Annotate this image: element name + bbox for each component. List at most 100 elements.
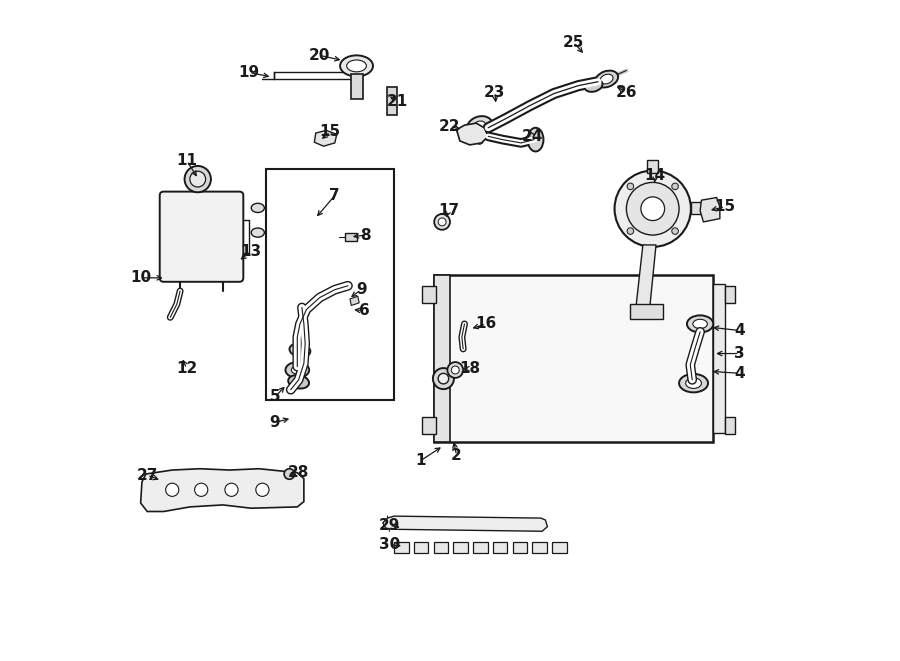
- Circle shape: [671, 183, 679, 190]
- Text: 8: 8: [360, 227, 371, 243]
- Text: 27: 27: [137, 468, 157, 483]
- Bar: [434, 274, 450, 442]
- Ellipse shape: [693, 319, 707, 329]
- Ellipse shape: [292, 366, 303, 374]
- Circle shape: [671, 228, 679, 235]
- Circle shape: [438, 373, 449, 384]
- Bar: [512, 543, 527, 553]
- Text: 7: 7: [329, 188, 340, 203]
- Text: 17: 17: [438, 203, 459, 218]
- Ellipse shape: [467, 116, 492, 137]
- Bar: [714, 284, 725, 432]
- Circle shape: [434, 214, 450, 230]
- Text: 21: 21: [387, 94, 408, 109]
- Ellipse shape: [346, 60, 366, 72]
- Text: 26: 26: [616, 85, 637, 100]
- Bar: [388, 87, 397, 114]
- Bar: [434, 274, 714, 442]
- Text: 23: 23: [484, 85, 506, 100]
- Text: 13: 13: [240, 244, 262, 259]
- Polygon shape: [350, 296, 359, 305]
- Circle shape: [626, 182, 680, 235]
- Circle shape: [641, 197, 664, 221]
- Circle shape: [615, 171, 691, 247]
- Text: 4: 4: [734, 366, 745, 381]
- Text: 9: 9: [356, 282, 366, 297]
- Bar: [725, 417, 735, 434]
- Circle shape: [476, 137, 483, 144]
- Bar: [493, 543, 508, 553]
- Ellipse shape: [473, 121, 486, 132]
- Circle shape: [256, 483, 269, 496]
- Bar: [473, 543, 488, 553]
- Bar: [422, 286, 436, 303]
- Bar: [647, 160, 658, 173]
- Bar: [434, 543, 448, 553]
- Circle shape: [190, 171, 205, 187]
- Circle shape: [438, 218, 446, 226]
- Text: 22: 22: [439, 119, 461, 134]
- Bar: [630, 304, 662, 319]
- Ellipse shape: [687, 315, 714, 332]
- Ellipse shape: [290, 344, 310, 357]
- Polygon shape: [636, 245, 656, 311]
- Circle shape: [451, 366, 459, 374]
- Text: 6: 6: [359, 303, 370, 318]
- Circle shape: [225, 483, 238, 496]
- Ellipse shape: [251, 204, 265, 213]
- Text: 11: 11: [176, 153, 197, 168]
- Text: 9: 9: [269, 415, 280, 430]
- Circle shape: [457, 128, 464, 135]
- Text: 14: 14: [644, 169, 666, 183]
- Bar: [414, 543, 428, 553]
- Polygon shape: [140, 469, 304, 512]
- Bar: [345, 233, 356, 241]
- Text: 3: 3: [734, 346, 745, 361]
- Circle shape: [184, 166, 211, 192]
- Text: 10: 10: [130, 270, 151, 286]
- Circle shape: [320, 133, 330, 143]
- Circle shape: [447, 362, 464, 378]
- Ellipse shape: [340, 56, 373, 77]
- Polygon shape: [382, 516, 547, 531]
- Circle shape: [433, 368, 454, 389]
- Bar: [454, 543, 468, 553]
- Polygon shape: [314, 130, 337, 146]
- Text: 29: 29: [379, 518, 400, 533]
- Text: 15: 15: [320, 124, 341, 139]
- FancyBboxPatch shape: [159, 192, 243, 282]
- Text: 30: 30: [379, 537, 400, 552]
- Ellipse shape: [584, 79, 602, 92]
- Circle shape: [627, 228, 634, 235]
- Bar: [394, 543, 409, 553]
- Circle shape: [627, 183, 634, 190]
- Ellipse shape: [680, 374, 708, 393]
- Bar: [422, 417, 436, 434]
- Polygon shape: [456, 123, 488, 145]
- Text: 28: 28: [288, 465, 310, 479]
- Circle shape: [166, 483, 179, 496]
- Text: 1: 1: [415, 453, 426, 469]
- Ellipse shape: [600, 74, 613, 84]
- Bar: [725, 286, 735, 303]
- Text: 18: 18: [459, 361, 481, 376]
- Text: 16: 16: [475, 317, 497, 331]
- Text: 5: 5: [270, 389, 281, 404]
- Ellipse shape: [288, 375, 309, 389]
- Ellipse shape: [251, 228, 265, 237]
- Ellipse shape: [595, 71, 618, 87]
- Ellipse shape: [527, 128, 544, 151]
- Ellipse shape: [686, 378, 701, 389]
- Text: 19: 19: [238, 65, 260, 80]
- Bar: [266, 169, 394, 400]
- Circle shape: [284, 469, 294, 479]
- Bar: [691, 202, 706, 214]
- Bar: [351, 74, 363, 98]
- Bar: [552, 543, 566, 553]
- Text: 12: 12: [176, 361, 197, 376]
- Polygon shape: [700, 198, 720, 222]
- Circle shape: [194, 483, 208, 496]
- Bar: [532, 543, 547, 553]
- Text: 2: 2: [451, 448, 462, 463]
- Text: 15: 15: [715, 199, 735, 214]
